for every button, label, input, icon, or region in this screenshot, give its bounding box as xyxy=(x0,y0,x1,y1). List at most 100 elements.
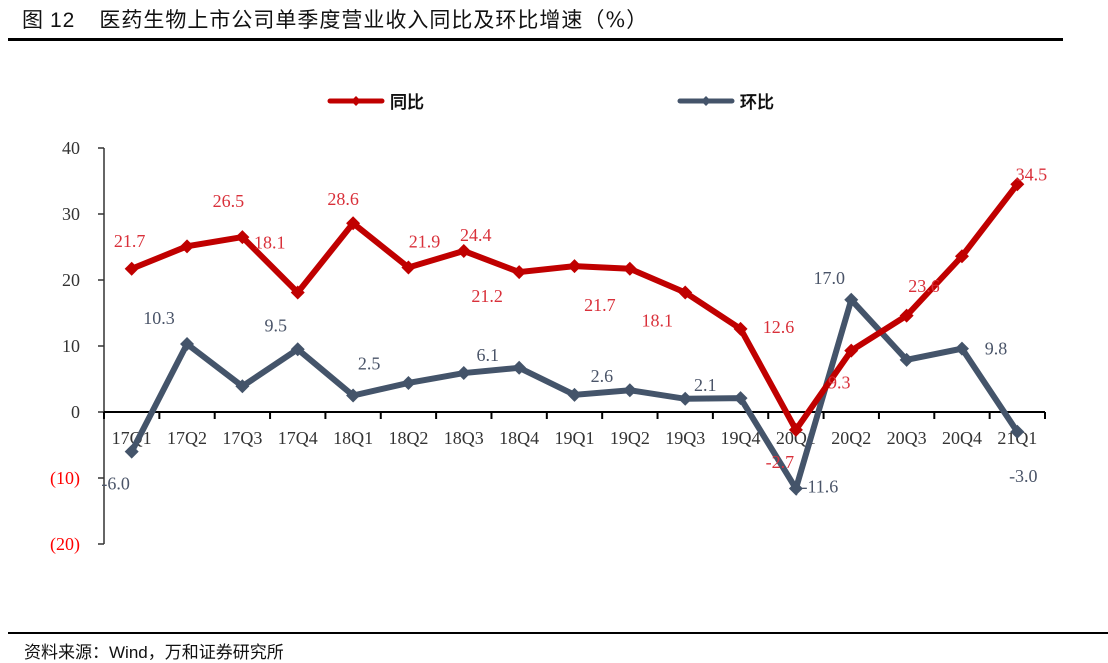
x-tick-label: 19Q3 xyxy=(665,428,705,448)
diamond-marker-icon xyxy=(678,391,693,406)
diamond-marker-icon xyxy=(567,259,582,274)
diamond-marker-icon xyxy=(401,375,416,390)
source-divider xyxy=(8,632,1108,634)
diamond-marker-icon xyxy=(235,230,250,245)
data-label: 10.3 xyxy=(143,308,175,328)
diamond-marker-icon xyxy=(622,261,637,276)
series-layer xyxy=(124,177,1025,496)
data-label: 12.6 xyxy=(763,317,795,337)
diamond-marker-icon xyxy=(733,391,748,406)
data-label: 2.5 xyxy=(358,354,381,374)
diamond-marker-icon xyxy=(512,265,527,280)
diamond-marker-icon xyxy=(567,387,582,402)
diamond-marker-icon xyxy=(346,388,361,403)
x-tick-label: 20Q3 xyxy=(887,428,927,448)
diamond-marker-icon xyxy=(290,285,305,300)
figure-number: 12 xyxy=(50,9,76,32)
diamond-marker-icon xyxy=(899,352,914,367)
y-tick-label: 10 xyxy=(62,336,80,356)
data-label: -6.0 xyxy=(101,474,130,494)
diamond-marker-icon xyxy=(456,366,471,381)
data-label: -11.6 xyxy=(801,477,838,497)
title-divider xyxy=(8,38,1063,41)
data-label: 21.7 xyxy=(114,231,146,251)
data-label: 23.6 xyxy=(908,276,940,296)
data-label: -2.7 xyxy=(766,452,795,472)
diamond-marker-icon xyxy=(844,343,859,358)
data-label: 18.1 xyxy=(254,233,286,253)
diamond-marker-icon xyxy=(954,341,969,356)
data-label: 9.3 xyxy=(828,373,851,393)
data-label: 2.6 xyxy=(591,366,614,386)
data-label: 2.1 xyxy=(694,375,717,395)
diamond-marker-icon xyxy=(124,444,139,459)
diamond-marker-icon xyxy=(235,379,250,394)
data-label: 21.2 xyxy=(471,286,503,306)
y-tick-label: 40 xyxy=(62,138,80,158)
source-prefix: 资料来源： xyxy=(24,643,109,663)
legend-label: 环比 xyxy=(740,92,774,113)
figure-title: 图 12 医药生物上市公司单季度营业收入同比及环比增速（%） xyxy=(22,4,648,34)
figure-label: 图 xyxy=(22,8,44,32)
data-label: 26.5 xyxy=(213,191,245,211)
y-tick-label: (20) xyxy=(50,534,80,555)
x-tick-label: 17Q4 xyxy=(278,428,318,448)
series-qoq xyxy=(124,292,1025,496)
diamond-marker-icon xyxy=(180,337,195,352)
data-labels: 21.7 26.5 18.1 28.6 21.9 24.4 21.2 21.7 18.1 12.6… xyxy=(101,164,1047,496)
data-label: -3.0 xyxy=(1009,466,1038,486)
x-tick-label: 17Q3 xyxy=(222,428,262,448)
series-yoy xyxy=(124,177,1025,437)
diamond-marker-icon xyxy=(788,481,803,496)
legend-item-qoq: 环比 xyxy=(677,92,774,113)
data-label: 18.1 xyxy=(641,311,673,331)
diamond-marker-icon xyxy=(899,308,914,323)
x-tick-label: 19Q4 xyxy=(721,428,761,448)
data-label: 21.9 xyxy=(409,231,441,251)
y-tick-label: 0 xyxy=(71,402,80,422)
x-tick-label: 18Q4 xyxy=(499,428,539,448)
diamond-marker-icon xyxy=(124,261,139,276)
diamond-marker-icon xyxy=(622,383,637,398)
figure-title-text: 医药生物上市公司单季度营业收入同比及环比增速（%） xyxy=(99,8,649,32)
y-tick-label: 20 xyxy=(62,270,80,290)
data-label: 9.8 xyxy=(985,339,1008,359)
diamond-marker-icon xyxy=(954,249,969,264)
x-tick-label: 18Q3 xyxy=(444,428,484,448)
data-label: 28.6 xyxy=(327,189,359,209)
x-tick-label: 17Q2 xyxy=(167,428,207,448)
data-label: 24.4 xyxy=(460,225,492,245)
data-label: 9.5 xyxy=(264,315,287,335)
x-tick-label: 18Q1 xyxy=(333,428,373,448)
diamond-marker-icon xyxy=(351,96,361,106)
diamond-marker-icon xyxy=(456,243,471,258)
x-tick-label: 19Q1 xyxy=(555,428,595,448)
diamond-marker-icon xyxy=(346,216,361,231)
diamond-marker-icon xyxy=(701,96,711,106)
diamond-marker-icon xyxy=(788,422,803,437)
source-rest: ，万和证券研究所 xyxy=(147,643,284,663)
diamond-marker-icon xyxy=(844,292,859,307)
data-label: 6.1 xyxy=(477,345,500,365)
legend: 同比 环比 xyxy=(327,92,774,113)
x-tick-label: 18Q2 xyxy=(388,428,428,448)
diamond-marker-icon xyxy=(401,260,416,275)
x-tick-label: 19Q2 xyxy=(610,428,650,448)
source-wind: Wind xyxy=(109,643,148,662)
diamond-marker-icon xyxy=(733,321,748,336)
diamond-marker-icon xyxy=(512,360,527,375)
legend-label: 同比 xyxy=(390,92,424,113)
y-tick-label: (10) xyxy=(50,468,80,489)
diamond-marker-icon xyxy=(1010,177,1025,192)
data-label: 17.0 xyxy=(814,268,846,288)
diamond-marker-icon xyxy=(180,239,195,254)
x-tick-label: 20Q4 xyxy=(942,428,982,448)
source-note: 资料来源：Wind，万和证券研究所 xyxy=(24,638,284,663)
legend-item-yoy: 同比 xyxy=(327,92,424,113)
x-tick-label: 20Q1 xyxy=(776,428,816,448)
diamond-marker-icon xyxy=(678,285,693,300)
y-tick-label: 30 xyxy=(62,204,80,224)
x-tick-label: 20Q2 xyxy=(831,428,871,448)
data-label: 21.7 xyxy=(584,295,616,315)
